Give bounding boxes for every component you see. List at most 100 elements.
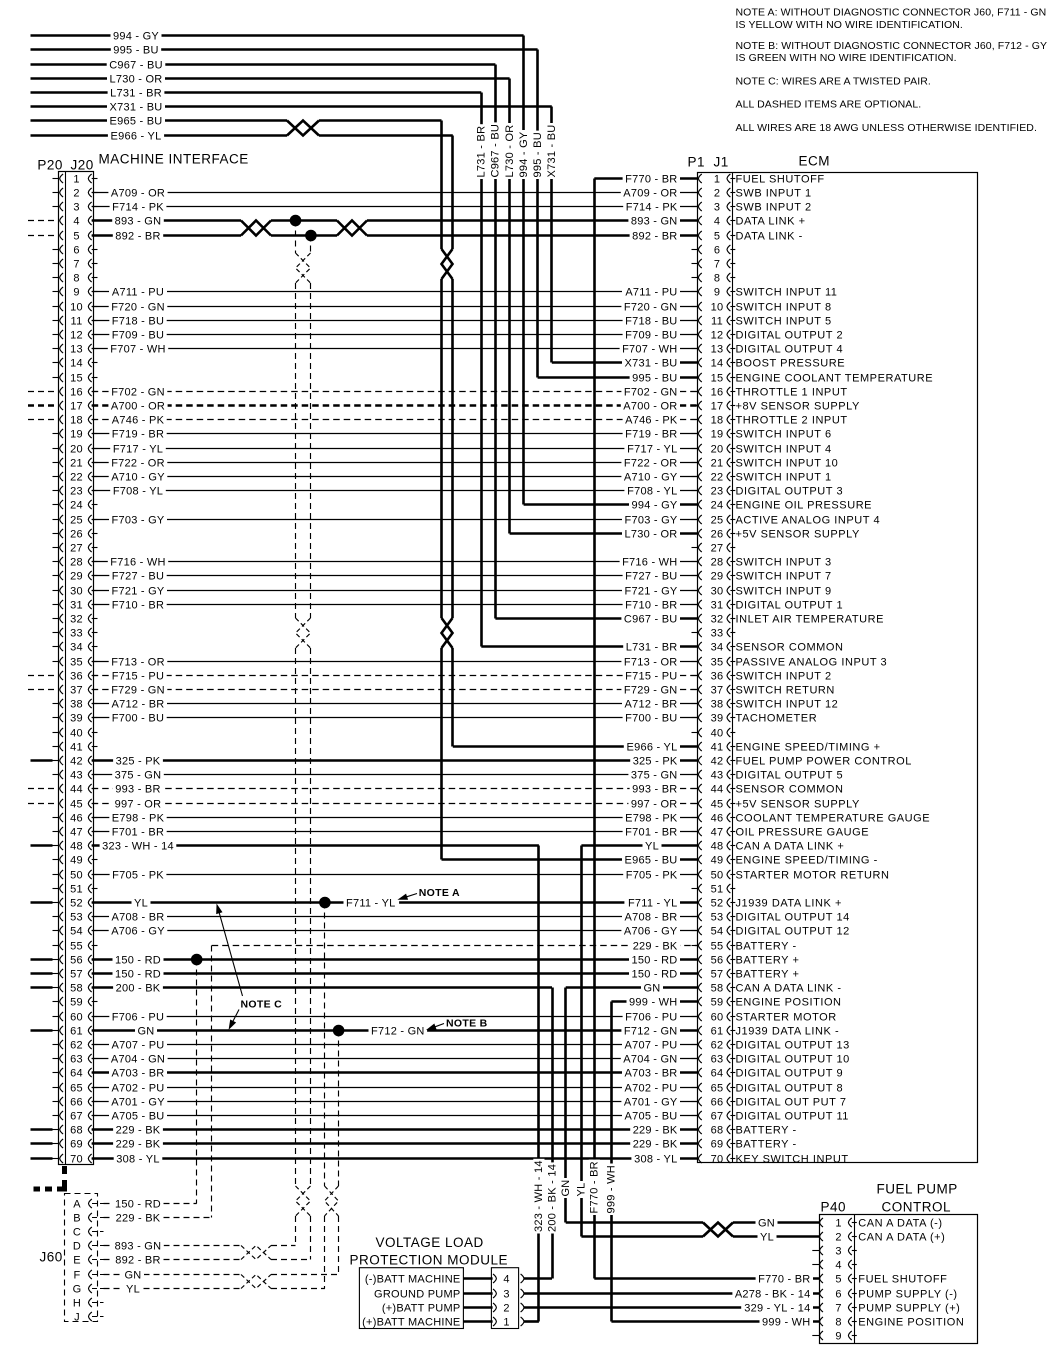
svg-text:65: 65 (70, 1082, 83, 1094)
svg-text:E798 - PK: E798 - PK (112, 812, 165, 824)
svg-text:KEY SWITCH INPUT: KEY SWITCH INPUT (736, 1153, 849, 1165)
svg-text:J1939 DATA LINK +: J1939 DATA LINK + (736, 897, 842, 909)
svg-text:65: 65 (711, 1082, 724, 1094)
svg-text:F701 - BR: F701 - BR (625, 826, 677, 838)
svg-text:4: 4 (73, 215, 79, 227)
svg-text:27: 27 (70, 542, 83, 554)
svg-text:58: 58 (70, 982, 83, 994)
svg-text:229 - BK: 229 - BK (116, 1138, 161, 1150)
svg-text:BATTERY +: BATTERY + (736, 968, 800, 980)
svg-text:21: 21 (70, 457, 83, 469)
svg-text:49: 49 (70, 854, 83, 866)
svg-text:F707 - WH: F707 - WH (110, 343, 165, 355)
svg-text:F708 - YL: F708 - YL (113, 485, 163, 497)
svg-text:A703 - BR: A703 - BR (625, 1067, 678, 1079)
svg-text:F713 - OR: F713 - OR (624, 656, 678, 668)
svg-text:44: 44 (70, 783, 83, 795)
svg-text:CAN A DATA (+): CAN A DATA (+) (858, 1231, 945, 1243)
svg-text:(+)BATT MACHINE: (+)BATT MACHINE (362, 1316, 460, 1328)
svg-text:ENGINE POSITION: ENGINE POSITION (858, 1316, 964, 1328)
svg-text:F718 - BU: F718 - BU (112, 315, 164, 327)
svg-text:L730 - OR: L730 - OR (625, 528, 678, 540)
svg-text:59: 59 (711, 996, 724, 1008)
svg-text:9: 9 (835, 1330, 841, 1342)
svg-text:308 - YL: 308 - YL (634, 1153, 677, 1165)
svg-text:DIGITAL OUTPUT 10: DIGITAL OUTPUT 10 (736, 1053, 850, 1065)
svg-text:DIGITAL OUTPUT 13: DIGITAL OUTPUT 13 (736, 1039, 850, 1051)
svg-text:2: 2 (73, 187, 79, 199)
svg-text:20: 20 (70, 443, 83, 455)
svg-text:J1939 DATA LINK -: J1939 DATA LINK - (736, 1025, 840, 1037)
svg-text:STARTER MOTOR: STARTER MOTOR (736, 1011, 837, 1023)
svg-text:43: 43 (711, 769, 724, 781)
svg-text:J20: J20 (71, 158, 94, 173)
svg-text:F722 - OR: F722 - OR (624, 457, 678, 469)
svg-text:46: 46 (711, 812, 724, 824)
svg-text:DIGITAL OUTPUT 14: DIGITAL OUTPUT 14 (736, 911, 850, 923)
svg-text:57: 57 (711, 968, 724, 980)
svg-text:59: 59 (70, 996, 83, 1008)
svg-text:CAN A DATA (-): CAN A DATA (-) (858, 1217, 942, 1229)
svg-text:PASSIVE ANALOG INPUT 3: PASSIVE ANALOG INPUT 3 (736, 656, 888, 668)
svg-text:SWITCH INPUT 5: SWITCH INPUT 5 (736, 315, 832, 327)
svg-text:F709 - BU: F709 - BU (112, 329, 164, 341)
svg-text:F700 - BU: F700 - BU (625, 712, 677, 724)
svg-text:F719 - BR: F719 - BR (625, 428, 677, 440)
svg-text:SWB INPUT 1: SWB INPUT 1 (736, 187, 812, 199)
svg-text:997 - OR: 997 - OR (115, 798, 162, 810)
svg-text:VOLTAGE LOAD: VOLTAGE LOAD (376, 1235, 484, 1250)
svg-text:F710 - BR: F710 - BR (112, 599, 164, 611)
svg-text:A712 - BR: A712 - BR (112, 698, 165, 710)
svg-text:325 - PK: 325 - PK (116, 755, 161, 767)
svg-text:66: 66 (711, 1096, 724, 1108)
svg-text:F721 - GY: F721 - GY (112, 585, 165, 597)
svg-text:33: 33 (711, 627, 724, 639)
svg-text:229 - BK: 229 - BK (633, 1138, 678, 1150)
svg-text:36: 36 (711, 670, 724, 682)
svg-text:A704 - GN: A704 - GN (111, 1053, 165, 1065)
svg-text:56: 56 (711, 954, 724, 966)
svg-text:YL: YL (134, 897, 148, 909)
svg-text:50: 50 (70, 869, 83, 881)
svg-text:39: 39 (70, 712, 83, 724)
svg-text:14: 14 (70, 357, 83, 369)
svg-text:A700 - OR: A700 - OR (111, 400, 165, 412)
svg-text:19: 19 (711, 428, 724, 440)
svg-text:THROTTLE 1 INPUT: THROTTLE 1 INPUT (736, 386, 848, 398)
svg-text:39: 39 (711, 712, 724, 724)
svg-text:A708 - BR: A708 - BR (625, 911, 678, 923)
svg-text:YL: YL (576, 1183, 588, 1197)
svg-text:4: 4 (714, 215, 720, 227)
svg-text:F702 - GN: F702 - GN (624, 386, 678, 398)
svg-text:31: 31 (70, 599, 83, 611)
svg-text:MACHINE INTERFACE: MACHINE INTERFACE (99, 152, 249, 167)
svg-text:323 - WH - 14: 323 - WH - 14 (533, 1160, 545, 1232)
svg-text:F715 - PU: F715 - PU (112, 670, 164, 682)
svg-text:50: 50 (711, 869, 724, 881)
svg-text:OIL PRESSURE GAUGE: OIL PRESSURE GAUGE (736, 826, 870, 838)
svg-text:893 - GN: 893 - GN (115, 215, 162, 227)
svg-text:P40: P40 (821, 1200, 847, 1215)
svg-text:33: 33 (70, 627, 83, 639)
svg-text:F701 - BR: F701 - BR (112, 826, 164, 838)
svg-text:E965 - BU: E965 - BU (625, 854, 678, 866)
svg-text:329 - YL - 14: 329 - YL - 14 (744, 1302, 810, 1314)
svg-text:32: 32 (711, 613, 724, 625)
svg-text:69: 69 (70, 1138, 83, 1150)
svg-text:60: 60 (711, 1011, 724, 1023)
svg-text:YL: YL (645, 840, 659, 852)
svg-text:DIGITAL OUTPUT 1: DIGITAL OUTPUT 1 (736, 599, 844, 611)
svg-text:F770 - BR: F770 - BR (589, 1161, 601, 1213)
svg-text:F719 - BR: F719 - BR (112, 428, 164, 440)
svg-text:L731 - BR: L731 - BR (110, 87, 162, 99)
svg-text:A710 - GY: A710 - GY (624, 471, 678, 483)
svg-text:A702 - PU: A702 - PU (625, 1082, 678, 1094)
svg-text:A278 - BK - 14: A278 - BK - 14 (735, 1288, 811, 1300)
svg-text:32: 32 (70, 613, 83, 625)
svg-text:F705 - PK: F705 - PK (112, 869, 164, 881)
svg-text:5: 5 (73, 230, 79, 242)
svg-text:F770 - BR: F770 - BR (758, 1273, 810, 1285)
svg-text:375 - GN: 375 - GN (631, 769, 678, 781)
svg-text:325 - PK: 325 - PK (633, 755, 678, 767)
svg-text:D: D (73, 1240, 81, 1252)
